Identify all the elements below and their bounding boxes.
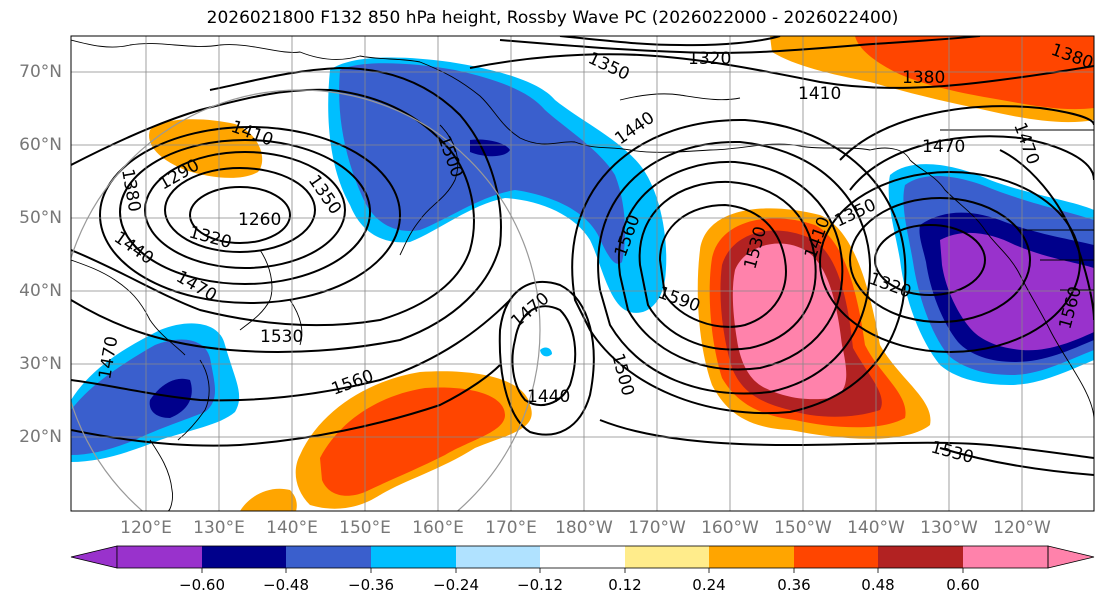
colorbar-tick-label: −0.12	[517, 576, 563, 594]
colorbar-tick-label: 0.24	[692, 576, 726, 594]
colorbar-tick-label: 0.60	[946, 576, 980, 594]
lon-label-160w: 160°W	[701, 518, 759, 538]
colorbar	[70, 545, 1095, 573]
lon-label-170e: 170°E	[485, 518, 537, 538]
lon-label-150e: 150°E	[339, 518, 391, 538]
colorbar-tick-label: −0.48	[263, 576, 309, 594]
lon-label-150w: 150°W	[774, 518, 832, 538]
lon-label-180w: 180°W	[555, 518, 613, 538]
contour-label: 1380	[902, 68, 945, 88]
lon-label-170w: 170°W	[628, 518, 686, 538]
colorbar-tick-label: 0.12	[608, 576, 642, 594]
colorbar-tick-label: 0.48	[861, 576, 895, 594]
map-panel: 1350 1320 1380 1410 1440 1410 1470 1380 …	[71, 36, 1094, 511]
lat-label-60n: 60°N	[19, 135, 62, 155]
lon-label-130w: 130°W	[920, 518, 978, 538]
map-frame	[70, 35, 1095, 512]
colorbar-tick-label: −0.60	[179, 576, 225, 594]
contour-label: 1440	[527, 387, 570, 407]
map-title: 2026021800 F132 850 hPa height, Rossby W…	[206, 8, 899, 28]
lat-label-40n: 40°N	[19, 281, 62, 301]
colorbar-tick-label: −0.36	[348, 576, 394, 594]
lon-label-120w: 120°W	[993, 518, 1051, 538]
contour-label: 1320	[688, 49, 731, 69]
lon-label-120e: 120°E	[120, 518, 172, 538]
graticule	[71, 36, 1094, 511]
contour-label: 1470	[922, 137, 965, 157]
lon-label-160e: 160°E	[412, 518, 464, 538]
lat-label-50n: 50°N	[19, 208, 62, 228]
lon-label-130e: 130°E	[193, 518, 245, 538]
contour-label: 1530	[260, 327, 303, 347]
colorbar-tick-label: 0.36	[777, 576, 811, 594]
lon-label-140e: 140°E	[266, 518, 318, 538]
lat-label-20n: 20°N	[19, 427, 62, 447]
colorbar-tick-label: −0.24	[433, 576, 479, 594]
pc-shading	[71, 36, 1094, 511]
lon-label-140w: 140°W	[847, 518, 905, 538]
lat-label-70n: 70°N	[19, 62, 62, 82]
lat-label-30n: 30°N	[19, 354, 62, 374]
contour-label: 1260	[238, 210, 281, 230]
contour-label: 1410	[798, 84, 841, 104]
